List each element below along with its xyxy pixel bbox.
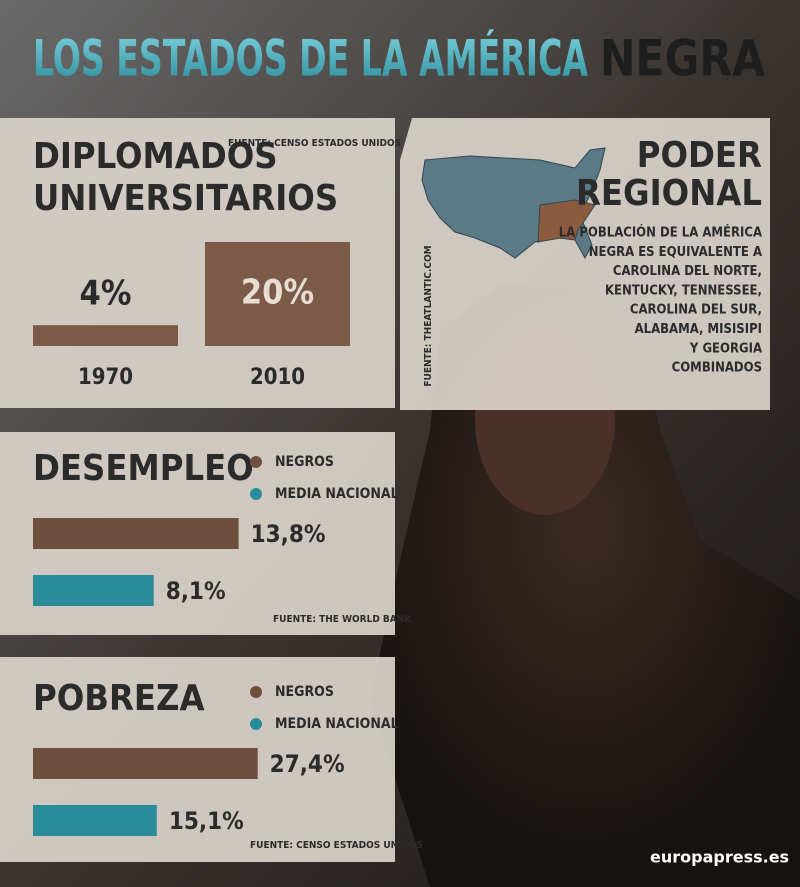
bar <box>33 325 178 346</box>
regional-text: CAROLINA DEL NORTE, <box>613 264 762 279</box>
regional-text: KENTUCKY, TENNESSEE, <box>605 283 762 298</box>
legend-label: NEGROS <box>275 454 334 470</box>
value-label: 20% <box>241 273 314 313</box>
regional-text: Y GEORGIA <box>689 341 762 356</box>
value-label: 27,4% <box>270 750 345 778</box>
regional-text: NEGRA ES EQUIVALENTE A <box>589 245 762 260</box>
chart-title: POBREZA <box>33 678 205 719</box>
legend-marker <box>250 456 262 468</box>
regional-text: LA POBLACIÓN DE LA AMÉRICA <box>559 225 762 241</box>
regional-text: COMBINADOS <box>672 361 762 376</box>
legend-label: MEDIA NACIONAL <box>275 486 399 502</box>
bar <box>33 748 258 779</box>
value-label: 8,1% <box>166 577 226 605</box>
value-label: 13,8% <box>251 520 326 548</box>
regional-text: CAROLINA DEL SUR, <box>630 303 762 318</box>
source: FUENTE: CENSO ESTADOS UNIDOS <box>228 138 401 149</box>
legend-marker <box>250 686 262 698</box>
bar <box>33 575 154 606</box>
value-label: 15,1% <box>169 807 244 835</box>
value-label: 4% <box>80 274 132 314</box>
panel-title: PODER <box>637 135 762 176</box>
bar <box>33 518 239 549</box>
chart-title: DIPLOMADOS <box>33 136 278 177</box>
bar <box>205 242 350 346</box>
regional-text: ALABAMA, MISISIPI <box>635 322 762 337</box>
x-tick-label: 2010 <box>250 365 305 390</box>
page-title-accent: NEGRA <box>600 30 765 88</box>
legend-marker <box>250 488 262 500</box>
source: FUENTE: THE WORLD BANK <box>273 614 412 625</box>
legend-label: MEDIA NACIONAL <box>275 716 399 732</box>
source: FUENTE: THEATLANTIC.COM <box>423 245 434 386</box>
brand: europapress.es <box>650 848 789 867</box>
chart-title: UNIVERSITARIOS <box>33 178 338 219</box>
map-region <box>537 199 596 243</box>
page-title: LOS ESTADOS DE LA AMÉRICA <box>33 29 588 88</box>
source: FUENTE: CENSO ESTADOS UNIDOS <box>250 840 423 851</box>
legend-marker <box>250 718 262 730</box>
legend-label: NEGROS <box>275 684 334 700</box>
bar <box>33 805 157 836</box>
x-tick-label: 1970 <box>78 365 133 390</box>
chart-title: DESEMPLEO <box>33 448 254 489</box>
panel-title: REGIONAL <box>576 173 762 214</box>
